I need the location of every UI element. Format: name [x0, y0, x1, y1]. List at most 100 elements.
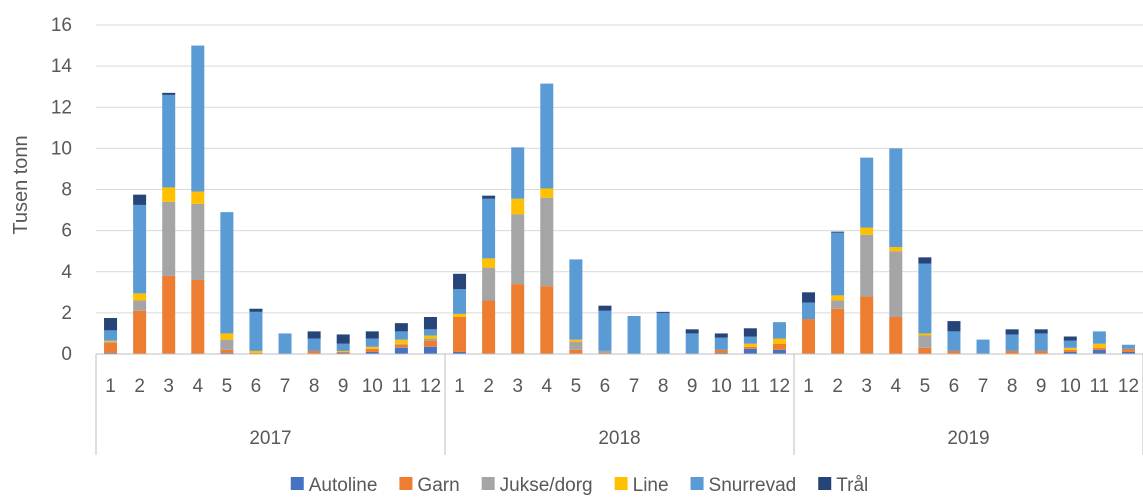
y-tick-label: 10: [51, 138, 72, 159]
x-tick-label: 8: [1007, 376, 1018, 397]
bar-segment: [365, 338, 379, 347]
bar-segment: [336, 350, 350, 352]
bar-segment: [743, 336, 757, 344]
bar-segment: [336, 343, 350, 351]
bar-segment: [831, 232, 845, 296]
bar-segment: [482, 195, 496, 199]
legend-swatch: [481, 477, 495, 490]
bar-segment: [831, 308, 845, 354]
x-tick-label: 10: [362, 376, 383, 397]
x-tick-label: 1: [454, 376, 465, 397]
x-tick-label: 11: [741, 376, 761, 397]
bar-segment: [453, 289, 467, 314]
bar-segment: [540, 197, 554, 287]
bar-segment: [423, 329, 437, 336]
bar-segment: [249, 308, 263, 312]
bar-segment: [511, 284, 525, 354]
y-tick-label: 2: [61, 303, 72, 324]
bar-segment: [104, 342, 118, 353]
bar-segment: [162, 94, 176, 188]
bar-segment: [423, 335, 437, 339]
y-tick-label: 12: [51, 97, 72, 118]
bar-segment: [511, 198, 525, 215]
bar-segment: [831, 295, 845, 301]
bar-segment: [249, 350, 263, 353]
x-tick-label: 2: [134, 376, 145, 397]
bar-segment: [889, 251, 903, 317]
bar-segment: [453, 313, 467, 317]
bar-segment: [976, 339, 990, 354]
bar-segment: [511, 214, 525, 285]
bar-segment: [918, 333, 932, 336]
bar-segment: [947, 350, 961, 354]
y-tick-label: 0: [61, 344, 72, 365]
bar-segment: [569, 339, 583, 342]
bar-segment: [918, 347, 932, 354]
bar-segment: [482, 300, 496, 354]
bar-segment: [104, 341, 118, 343]
bar-segment: [191, 191, 205, 204]
x-tick-label: 9: [687, 376, 698, 397]
bar-segment: [336, 334, 350, 344]
bar-segment: [511, 147, 525, 199]
bar-segment: [249, 352, 263, 354]
bar-segment: [453, 273, 467, 290]
bar-segment: [220, 352, 234, 354]
y-tick-label: 16: [51, 15, 72, 36]
bar-segment: [220, 339, 234, 350]
x-tick-label: 1: [803, 376, 814, 397]
bar-segment: [482, 267, 496, 301]
bar-segment: [772, 349, 786, 354]
bar-segment: [889, 316, 903, 354]
bar-segment: [1005, 350, 1019, 354]
bar-segment: [307, 331, 321, 339]
bar-segment: [453, 351, 467, 354]
bar-segment: [104, 340, 118, 342]
bar-segment: [104, 318, 118, 331]
bar-segment: [1063, 349, 1077, 352]
bar-segment: [191, 45, 205, 192]
legend-label: Autoline: [309, 475, 378, 496]
bar-segment: [918, 335, 932, 348]
bar-segment: [656, 311, 670, 313]
bar-segment: [772, 322, 786, 339]
bar-segment: [889, 148, 903, 248]
bar-segment: [1121, 348, 1135, 352]
y-tick-label: 14: [51, 56, 73, 77]
x-tick-label: 12: [769, 376, 790, 397]
bar-segment: [1034, 333, 1048, 351]
bar-segment: [336, 351, 350, 353]
legend-swatch: [614, 477, 628, 490]
bar-segment: [1063, 336, 1077, 341]
y-tick-label: 6: [61, 221, 72, 242]
x-tick-label: 3: [163, 376, 174, 397]
year-label: 2019: [947, 428, 989, 449]
bar-segment: [772, 338, 786, 344]
bar-segment: [365, 348, 379, 352]
bar-segment: [133, 204, 147, 294]
bar-segment: [802, 319, 816, 354]
bar-segment: [947, 331, 961, 351]
legend-label: Snurrevad: [709, 475, 797, 496]
bar-segment: [714, 349, 728, 353]
bar-segment: [714, 337, 728, 350]
bar-segment: [598, 310, 612, 351]
bar-segment: [627, 315, 641, 354]
bar-segment: [685, 329, 699, 334]
bar-segment: [1034, 329, 1048, 334]
bar-segment: [569, 259, 583, 340]
bar-segment: [336, 352, 350, 354]
bar-segment: [860, 227, 874, 235]
bar-segment: [191, 203, 205, 280]
x-tick-label: 11: [1090, 376, 1110, 397]
bar-segment: [133, 293, 147, 301]
bar-segment: [1092, 347, 1106, 350]
bar-segment: [1005, 334, 1019, 351]
bar-segment: [365, 351, 379, 354]
bar-segment: [133, 310, 147, 354]
bar-segment: [278, 333, 292, 354]
x-tick-label: 5: [571, 376, 582, 397]
bar-segment: [540, 286, 554, 354]
x-tick-label: 12: [420, 376, 441, 397]
